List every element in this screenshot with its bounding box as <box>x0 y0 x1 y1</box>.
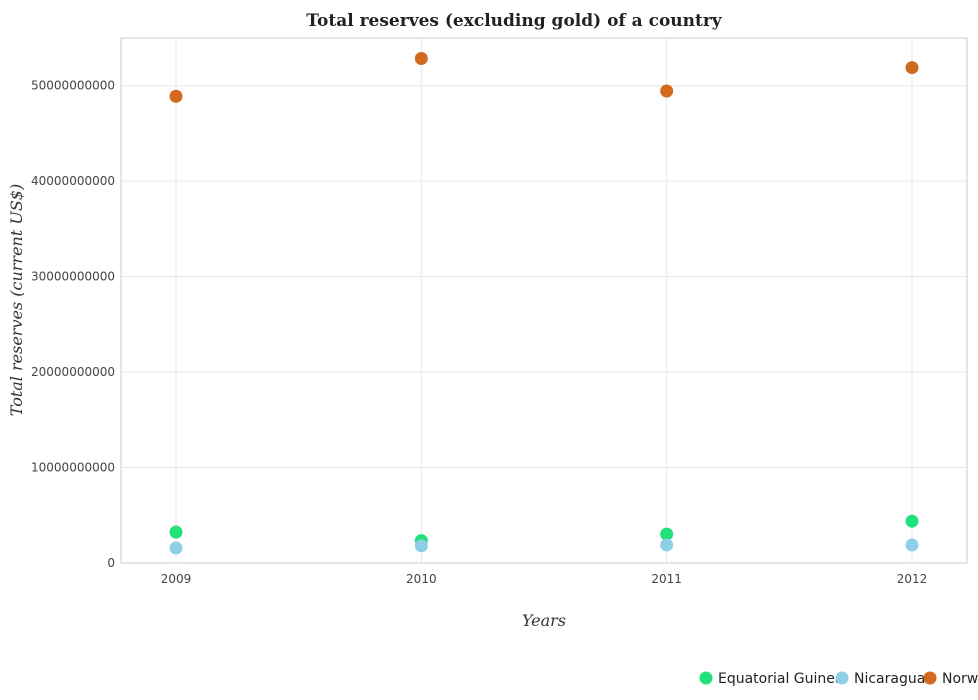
legend-item: Norway <box>923 671 978 687</box>
data-point <box>169 541 183 555</box>
legend-label: Norway <box>942 671 978 687</box>
data-point <box>660 527 674 541</box>
data-point <box>414 52 428 66</box>
data-point <box>905 514 919 528</box>
x-tick-label: 2011 <box>651 572 682 586</box>
y-tick-label: 10000000000 <box>31 461 115 475</box>
x-tick-label: 2009 <box>161 572 192 586</box>
x-axis-label: Years <box>522 611 566 630</box>
data-point <box>414 539 428 553</box>
plot-area <box>120 37 968 564</box>
legend-item: Equatorial Guinea <box>699 671 843 687</box>
data-points <box>169 52 919 555</box>
data-point <box>905 61 919 75</box>
y-tick-label: 20000000000 <box>31 365 115 379</box>
data-point <box>660 84 674 98</box>
x-tick-label: 2012 <box>897 572 928 586</box>
y-tick-label: 40000000000 <box>31 174 115 188</box>
grid <box>121 38 967 564</box>
x-axis-ticks: 2009 2010 2011 2012 <box>161 572 928 586</box>
legend-label: Equatorial Guinea <box>718 671 843 687</box>
data-point <box>169 525 183 539</box>
legend-marker <box>923 671 937 685</box>
x-tick-label: 2010 <box>406 572 437 586</box>
y-tick-label: 50000000000 <box>31 79 115 93</box>
y-axis-label: Total reserves (current US$) <box>7 184 26 416</box>
data-point <box>905 538 919 552</box>
legend-marker <box>699 671 713 685</box>
legend-item: Nicaragua <box>835 671 925 687</box>
data-point <box>169 89 183 103</box>
y-tick-label: 0 <box>107 556 115 570</box>
y-axis-ticks: 0 10000000000 20000000000 30000000000 400000… <box>31 79 115 570</box>
y-tick-label: 30000000000 <box>31 270 115 284</box>
legend-marker <box>835 671 849 685</box>
legend: Equatorial Guinea Nicaragua Norway <box>699 671 978 687</box>
data-point <box>660 538 674 552</box>
legend-label: Nicaragua <box>854 671 925 687</box>
chart-title: Total reserves (excluding gold) of a cou… <box>306 11 723 31</box>
